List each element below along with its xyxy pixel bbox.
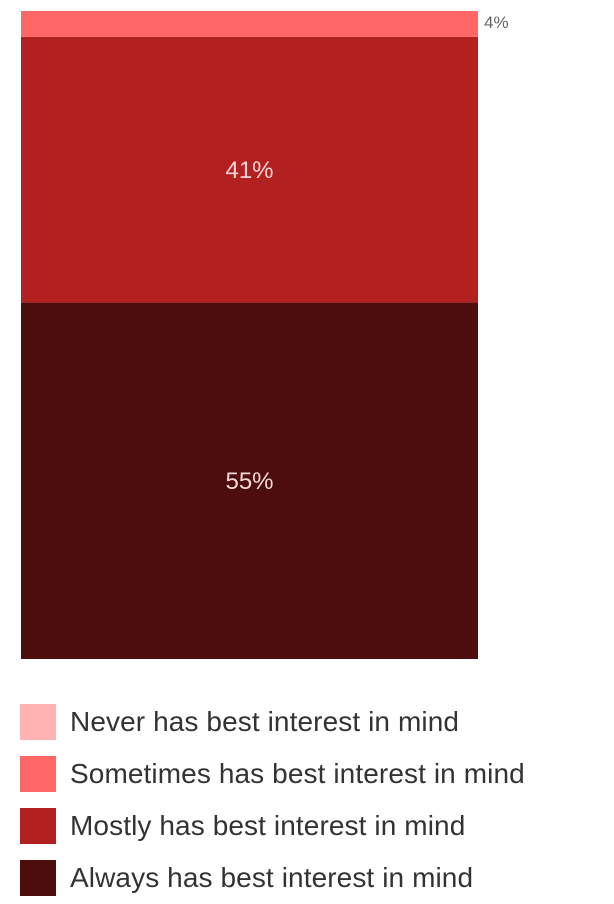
- legend-item-mostly: Mostly has best interest in mind: [20, 800, 614, 852]
- data-label-sometimes: 4%: [484, 13, 509, 32]
- legend-swatch: [20, 756, 56, 792]
- legend-label: Mostly has best interest in mind: [70, 810, 466, 841]
- bar-segment-always: [21, 302, 478, 659]
- bar-segment-mostly: [21, 36, 478, 303]
- bar-segment-sometimes: [21, 11, 478, 37]
- stacked-bar-chart: 55% 41% 4%: [21, 11, 509, 659]
- legend-swatch: [20, 704, 56, 740]
- segment-labels: 55% 41% 4%: [225, 13, 508, 495]
- data-label-mostly: 41%: [225, 157, 273, 184]
- legend-item-never: Never has best interest in mind: [20, 696, 614, 748]
- legend-swatch: [20, 860, 56, 896]
- legend-swatch: [20, 808, 56, 844]
- bar-segments: [21, 11, 478, 659]
- chart-legend: Never has best interest in mind Sometimes…: [20, 696, 614, 904]
- legend-label: Never has best interest in mind: [70, 706, 460, 737]
- legend-label: Sometimes has best interest in mind: [70, 758, 525, 789]
- legend-item-sometimes: Sometimes has best interest in mind: [20, 748, 614, 800]
- legend-label: Always has best interest in mind: [70, 862, 474, 893]
- data-label-always: 55%: [225, 468, 273, 495]
- legend-item-always: Always has best interest in mind: [20, 852, 614, 904]
